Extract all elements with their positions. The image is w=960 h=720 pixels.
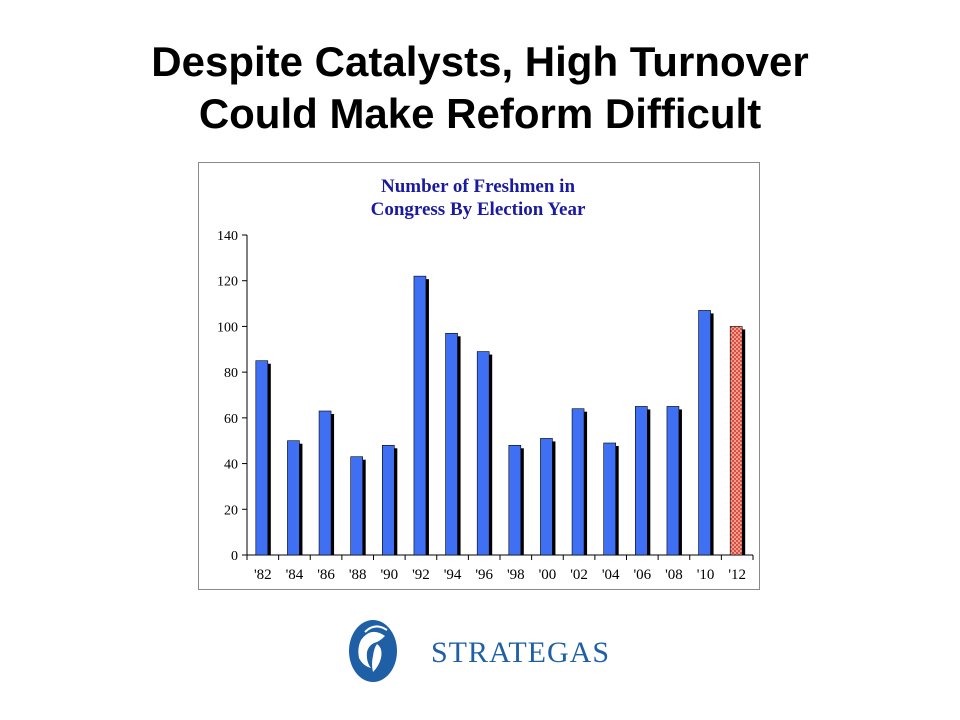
y-tick-label: 140 xyxy=(217,229,238,244)
bar xyxy=(571,408,585,556)
y-tick-label: 60 xyxy=(224,412,238,427)
y-tick-label: 100 xyxy=(217,320,238,335)
bar-chart: Number of Freshmen in Congress By Electi… xyxy=(198,162,760,590)
x-tick-label: '96 xyxy=(475,567,493,583)
bar xyxy=(413,275,427,556)
bar xyxy=(445,332,458,556)
bar xyxy=(666,406,680,556)
x-tick-label: '06 xyxy=(633,567,651,583)
y-tick-label: 0 xyxy=(231,549,238,564)
x-tick-label: '02 xyxy=(570,567,588,583)
x-tick-label: '08 xyxy=(665,567,683,583)
bar xyxy=(287,440,300,556)
plot-area: 0 20 40 60 80 100 120 140 '82 '84 '86 '88 '90 '92 '94 '… xyxy=(217,229,754,583)
chart-title-line-2: Congress By Election Year xyxy=(371,199,586,220)
x-tick-label: '12 xyxy=(728,567,746,583)
bar xyxy=(698,310,711,556)
x-tick-label: '86 xyxy=(317,567,335,583)
logo-wordmark: STRATEGAS xyxy=(431,636,611,669)
x-tick-label: '00 xyxy=(539,567,557,583)
bar-highlight xyxy=(729,326,743,556)
y-tick-label: 40 xyxy=(224,458,238,473)
x-tick-label: '84 xyxy=(286,567,304,583)
x-tick-label: '94 xyxy=(444,567,462,583)
bar xyxy=(508,444,522,556)
x-tick-label: '04 xyxy=(602,567,620,583)
chart-canvas: Number of Freshmen in Congress By Electi… xyxy=(217,176,754,583)
y-tick-label: 80 xyxy=(224,366,238,381)
bar xyxy=(318,410,332,556)
bar xyxy=(255,360,269,556)
x-tick-label: '90 xyxy=(380,567,398,583)
y-tick-label: 120 xyxy=(217,275,238,290)
y-tick-label: 20 xyxy=(224,503,238,518)
x-tick-label: '92 xyxy=(412,567,430,583)
slide-title: Despite Catalysts, High Turnover Could M… xyxy=(0,36,960,140)
bar xyxy=(635,406,648,556)
bar xyxy=(350,456,363,556)
bar xyxy=(382,444,395,556)
x-tick-label: '10 xyxy=(697,567,715,583)
helmeted-head-icon xyxy=(349,620,397,682)
bar xyxy=(540,438,553,556)
x-tick-label: '98 xyxy=(507,567,525,583)
bar xyxy=(603,442,616,556)
x-tick-label: '82 xyxy=(254,567,272,583)
slide-title-line-1: Despite Catalysts, High Turnover xyxy=(151,38,809,85)
x-tick-label: '88 xyxy=(349,567,367,583)
slide-title-line-2: Could Make Reform Difficult xyxy=(198,90,762,137)
chart-title-line-1: Number of Freshmen in xyxy=(381,176,575,197)
bar xyxy=(476,351,490,556)
strategas-logo: STRATEGAS xyxy=(335,618,609,684)
